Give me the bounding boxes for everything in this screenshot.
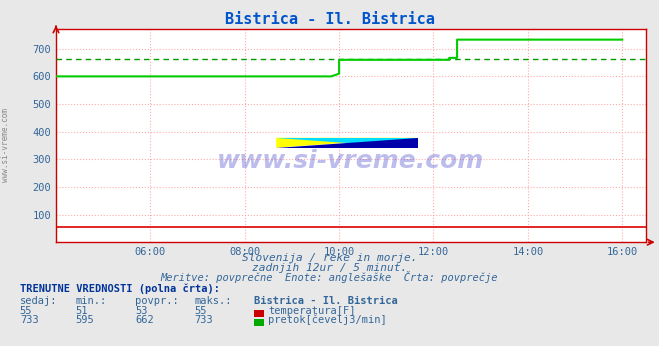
- Text: Bistrica - Il. Bistrica: Bistrica - Il. Bistrica: [254, 297, 397, 307]
- Text: 55: 55: [20, 306, 32, 316]
- Text: 55: 55: [194, 306, 207, 316]
- Text: temperatura[F]: temperatura[F]: [268, 306, 356, 316]
- Text: Bistrica - Il. Bistrica: Bistrica - Il. Bistrica: [225, 12, 434, 27]
- Text: Meritve: povprečne  Enote: anglešaške  Črta: povprečje: Meritve: povprečne Enote: anglešaške Črt…: [161, 271, 498, 283]
- Text: www.si-vreme.com: www.si-vreme.com: [217, 149, 484, 173]
- Text: min.:: min.:: [76, 297, 107, 307]
- Text: sedaj:: sedaj:: [20, 297, 57, 307]
- Text: Slovenija / reke in morje.: Slovenija / reke in morje.: [242, 253, 417, 263]
- Text: 662: 662: [135, 315, 154, 325]
- Text: zadnjih 12ur / 5 minut.: zadnjih 12ur / 5 minut.: [252, 263, 407, 273]
- Text: 733: 733: [20, 315, 38, 325]
- Text: pretok[čevelj3/min]: pretok[čevelj3/min]: [268, 315, 387, 325]
- Text: 595: 595: [76, 315, 94, 325]
- Text: 53: 53: [135, 306, 148, 316]
- Text: www.si-vreme.com: www.si-vreme.com: [1, 108, 10, 182]
- Text: 733: 733: [194, 315, 213, 325]
- Polygon shape: [276, 138, 418, 148]
- Text: maks.:: maks.:: [194, 297, 232, 307]
- Text: povpr.:: povpr.:: [135, 297, 179, 307]
- Polygon shape: [276, 138, 418, 148]
- Text: TRENUTNE VREDNOSTI (polna črta):: TRENUTNE VREDNOSTI (polna črta):: [20, 284, 219, 294]
- Polygon shape: [276, 138, 418, 148]
- Text: 51: 51: [76, 306, 88, 316]
